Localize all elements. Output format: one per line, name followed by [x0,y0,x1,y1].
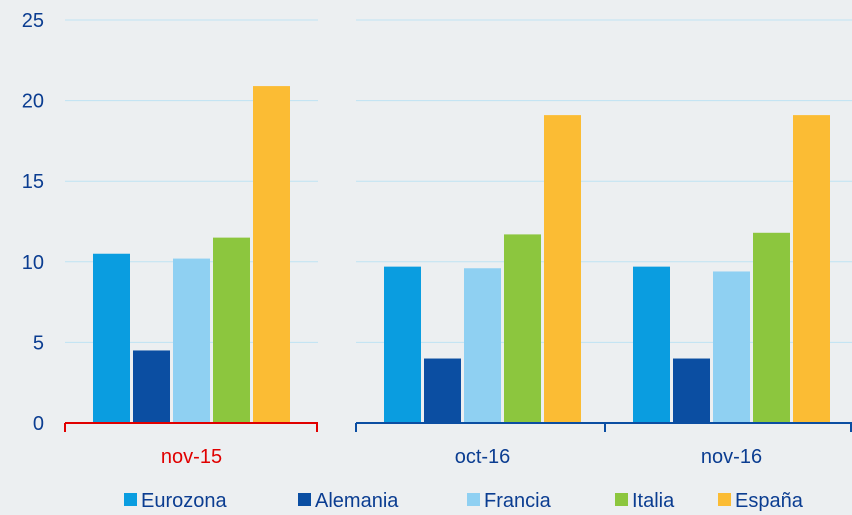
bar-eurozona-oct-16 [384,266,421,423]
category-label: oct-16 [455,446,511,468]
legend-label: España [735,490,804,512]
legend-item-italia: Italia [615,490,675,512]
legend-swatch [298,493,311,506]
y-axis-ticks: 0 5 10 15 20 25 [22,10,44,435]
y-tick-label: 0 [33,413,44,435]
legend-item-alemania: Alemania [298,490,399,512]
bar-alemania-nov-15 [133,350,170,423]
legend-swatch [124,493,137,506]
legend-label: Eurozona [141,490,227,512]
bar-españa-nov-16 [793,115,830,423]
bar-españa-nov-15 [253,86,290,423]
bar-españa-oct-16 [544,115,581,423]
category-labels: nov-15 oct-16 nov-16 [161,446,762,468]
bar-alemania-nov-16 [673,358,710,423]
bar-italia-oct-16 [504,234,541,423]
y-tick-label: 20 [22,91,44,113]
legend-label: Italia [632,490,675,512]
bars [93,86,830,423]
bar-francia-nov-16 [713,271,750,423]
category-label: nov-15 [161,446,222,468]
bar-eurozona-nov-15 [93,253,130,423]
y-tick-label: 10 [22,252,44,274]
category-axes [64,422,852,432]
bar-alemania-oct-16 [424,358,461,423]
legend-swatch [467,493,480,506]
legend-item-francia: Francia [467,490,552,512]
bar-eurozona-nov-16 [633,266,670,423]
y-tick-label: 5 [33,332,44,354]
y-tick-label: 25 [22,10,44,32]
legend-label: Alemania [315,490,399,512]
bar-francia-nov-15 [173,258,210,423]
legend-label: Francia [484,490,552,512]
legend-swatch [615,493,628,506]
category-label: nov-16 [701,446,762,468]
legend-swatch [718,493,731,506]
legend: Eurozona Alemania Francia Italia España [124,490,804,512]
bar-italia-nov-16 [753,232,790,423]
bar-francia-oct-16 [464,268,501,423]
bar-italia-nov-15 [213,237,250,423]
legend-item-eurozona: Eurozona [124,490,227,512]
legend-item-españa: España [718,490,804,512]
y-tick-label: 15 [22,171,44,193]
